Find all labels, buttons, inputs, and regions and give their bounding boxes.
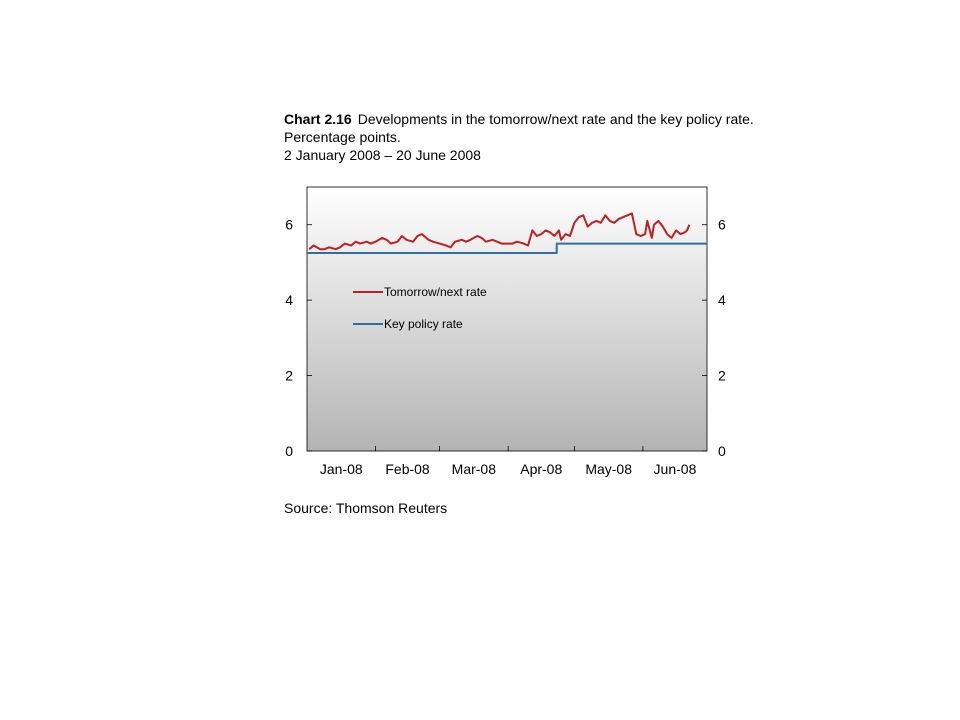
chart-subtitle: 2 January 2008 – 20 June 2008 [284, 147, 481, 163]
y-tick-label-left: 0 [285, 443, 293, 459]
key-policy-rate-line [307, 242, 707, 254]
x-tick-label: Apr-08 [520, 461, 562, 477]
y-tick-label-left: 2 [285, 368, 293, 384]
line-chart: 0 0 2 2 4 4 6 6 Jan-08 Feb-08 Mar-08 Apr-08 May-08 Ju… [285, 186, 726, 477]
x-tick-label: Mar-08 [452, 461, 497, 477]
x-tick-label: Jan-08 [320, 461, 363, 477]
plot-area [306, 186, 708, 452]
chart-title-block: Chart 2.16 Developments in the tomorrow/n… [284, 110, 754, 164]
y-tick-label-left: 6 [285, 217, 293, 233]
chart-title: Developments in the tomorrow/next rate a… [284, 111, 754, 145]
x-tick-label: Jun-08 [654, 461, 697, 477]
x-tick-label: May-08 [585, 461, 632, 477]
y-tick-label-right: 6 [718, 217, 726, 233]
y-tick-label-left: 4 [285, 292, 293, 308]
legend-label: Key policy rate [384, 317, 463, 331]
legend-label: Tomorrow/next rate [384, 285, 487, 299]
x-tick-label: Feb-08 [385, 461, 430, 477]
source-note: Source: Thomson Reuters [284, 500, 448, 516]
y-tick-label-right: 4 [718, 292, 726, 308]
chart-number: Chart 2.16 [284, 111, 352, 127]
tomorrow-next-rate-line [308, 212, 691, 251]
y-tick-label-right: 2 [718, 368, 726, 384]
y-tick-label-right: 0 [718, 443, 726, 459]
